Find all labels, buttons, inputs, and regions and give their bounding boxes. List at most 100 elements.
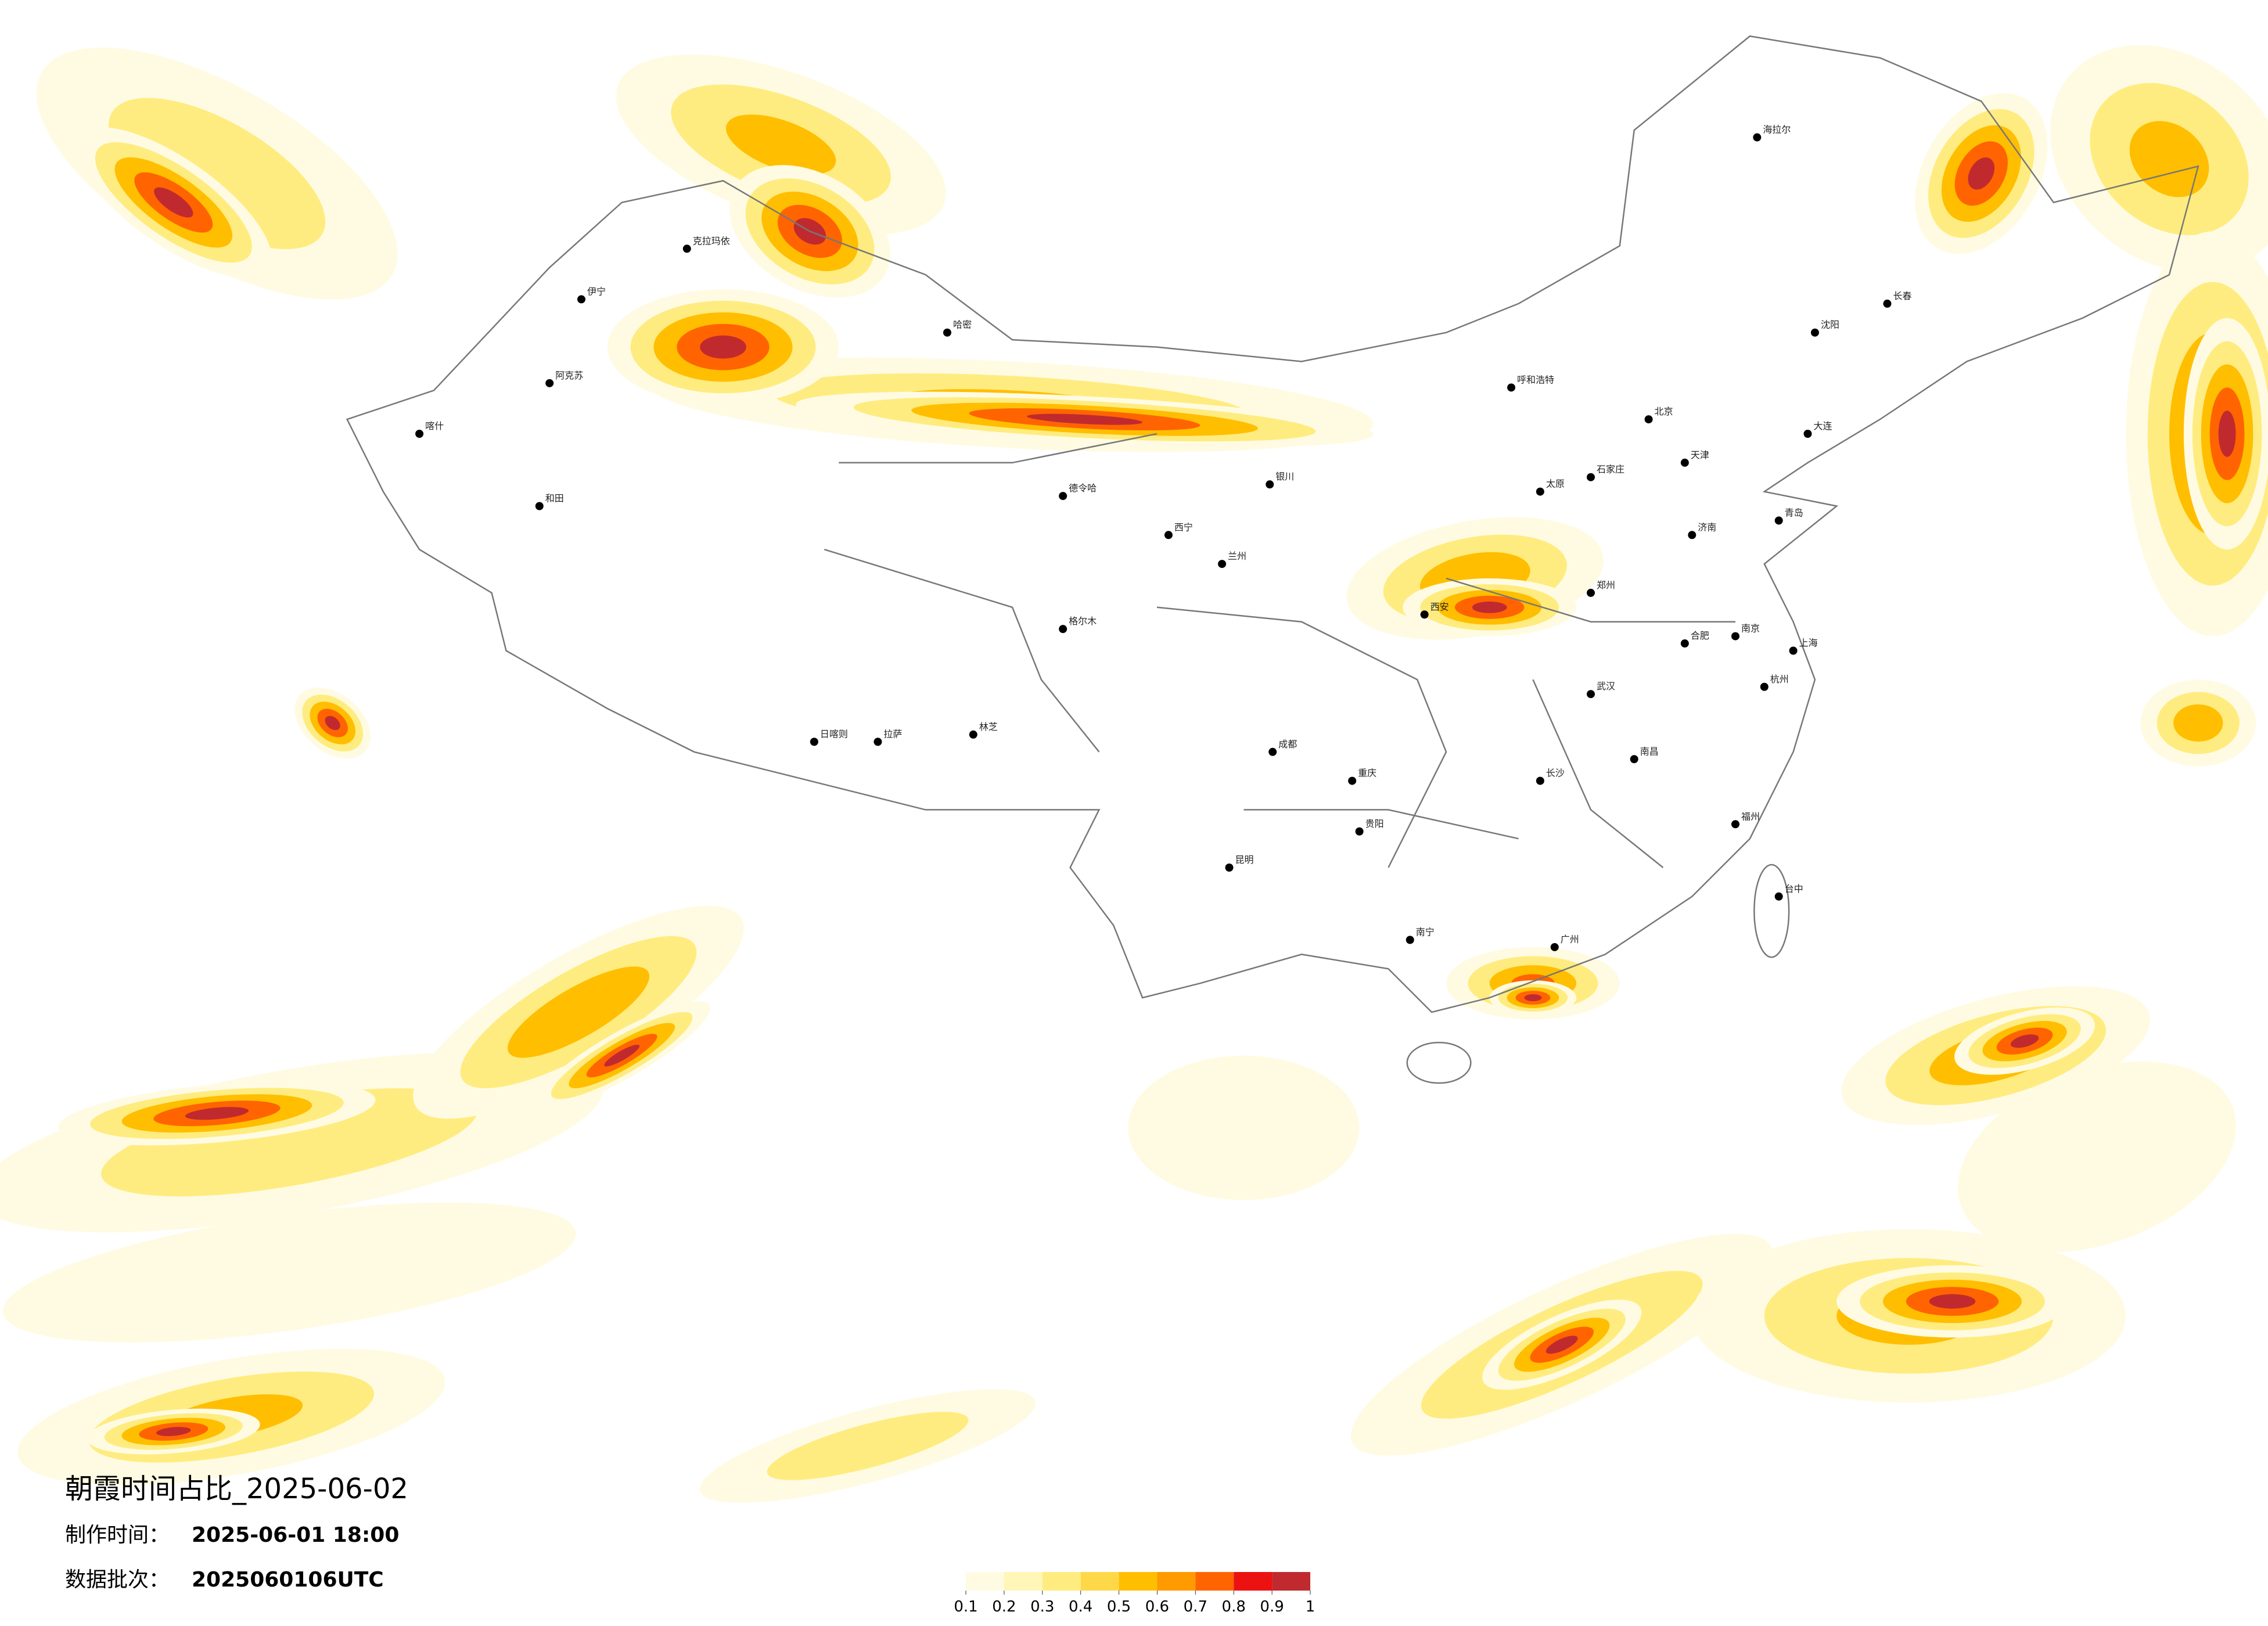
legend-tick-label: 0.6: [1145, 1598, 1169, 1616]
city-dot: [1348, 776, 1357, 785]
hainan: [1406, 1042, 1472, 1084]
cloud-patch: [185, 1107, 249, 1120]
cloud-patch: [108, 98, 326, 250]
city-dot: [1680, 639, 1689, 648]
cloud-patch: [156, 1427, 191, 1436]
city-dot: [1059, 492, 1067, 501]
cloud-patch: [2173, 704, 2223, 742]
cloud-patch: [507, 966, 650, 1058]
cloud-patch: [767, 1412, 969, 1480]
city-dot: [1536, 776, 1544, 785]
legend-tick-label: 0.7: [1184, 1598, 1207, 1616]
city-dot: [1688, 531, 1696, 539]
city-dot: [415, 430, 424, 438]
legend-swatch: [1042, 1572, 1081, 1591]
city-dot: [1587, 588, 1595, 597]
city-dot: [1164, 531, 1173, 539]
cloud-patch: [101, 1088, 477, 1197]
city-dot: [1883, 299, 1892, 308]
city-label: 石家庄: [1597, 464, 1624, 475]
city-dot: [1753, 133, 1762, 142]
city-label: 西安: [1430, 601, 1449, 612]
legend-swatch: [1234, 1572, 1273, 1591]
city-dot: [545, 379, 554, 387]
cloud-patch: [1027, 413, 1142, 425]
legend-swatch: [966, 1572, 1004, 1591]
cloud-patch: [2010, 1034, 2039, 1048]
cloud-patch: [2218, 411, 2236, 457]
cloud-patch: [700, 335, 746, 359]
city-dot: [1355, 827, 1364, 836]
legend-swatch: [1004, 1572, 1043, 1591]
city-label: 克拉玛依: [693, 235, 730, 246]
legend-swatch: [1195, 1572, 1234, 1591]
city-label: 贵阳: [1365, 818, 1384, 829]
city-dot: [1774, 516, 1783, 525]
city-dot: [1059, 625, 1067, 634]
city-dot: [1731, 632, 1739, 641]
city-label: 呼和浩特: [1517, 374, 1554, 385]
city-label: 银川: [1275, 471, 1294, 482]
city-dot: [1774, 892, 1783, 901]
city-label: 福州: [1741, 811, 1760, 822]
city-dot: [1789, 646, 1798, 655]
city-dot: [577, 295, 585, 304]
made-label: 制作时间：: [65, 1523, 170, 1547]
border: [346, 35, 2199, 1013]
city-label: 青岛: [1785, 507, 1803, 518]
city-label: 和田: [545, 493, 564, 504]
city-dot: [1803, 430, 1812, 438]
batch-label: 数据批次：: [65, 1568, 170, 1592]
cloud-patch: [1524, 994, 1542, 1002]
legend-swatch: [1080, 1572, 1119, 1591]
cloud-patch: [1472, 601, 1507, 613]
legend-swatch: [1119, 1572, 1158, 1591]
city-label: 昆明: [1235, 854, 1254, 865]
city-label: 广州: [1561, 934, 1579, 945]
cloud-patch: [154, 187, 193, 218]
cloud-patch: [1968, 157, 1995, 190]
city-label: 太原: [1546, 479, 1565, 490]
city-label: 南京: [1741, 623, 1760, 634]
city-dot: [1680, 458, 1689, 467]
city-label: 林芝: [979, 721, 998, 732]
city-label: 兰州: [1228, 551, 1246, 562]
city-dot: [1550, 942, 1559, 951]
city-dot: [1218, 560, 1227, 569]
country-outline: [346, 35, 2199, 1084]
city-label: 拉萨: [883, 728, 902, 739]
city-label: 长春: [1893, 290, 1911, 301]
city-dot: [1536, 487, 1544, 496]
city-label: 南宁: [1416, 927, 1435, 938]
city-dot: [969, 730, 977, 739]
city-dot: [1266, 480, 1274, 489]
city-dot: [874, 738, 882, 746]
cloud-patch: [1128, 1055, 1360, 1200]
city-label: 济南: [1698, 521, 1716, 533]
city-label: 沈阳: [1821, 319, 1839, 330]
batch: 2025060106UTC: [192, 1568, 384, 1592]
city-dot: [943, 328, 951, 337]
legend-tick-label: 0.5: [1107, 1598, 1131, 1616]
city-dot: [1406, 936, 1414, 944]
city-label: 天津: [1691, 449, 1709, 461]
city-dot: [1420, 610, 1429, 619]
city-label: 重庆: [1358, 768, 1376, 779]
city-dot: [1760, 682, 1769, 691]
city-label: 伊宁: [587, 286, 606, 297]
city-dot: [1810, 328, 1819, 337]
city-label: 成都: [1278, 739, 1297, 750]
city-label: 上海: [1799, 638, 1818, 649]
city-label: 合肥: [1691, 630, 1709, 641]
made-time: 2025-06-01 18:00: [192, 1523, 399, 1547]
city-dot: [1644, 415, 1653, 424]
city-dot: [1587, 473, 1595, 481]
city-dot: [1507, 383, 1516, 392]
cloud-patch: [1929, 1294, 1976, 1309]
city-label: 海拉尔: [1763, 124, 1791, 135]
city-label: 台中: [1785, 883, 1803, 894]
city-dot: [1630, 755, 1638, 764]
city-label: 南昌: [1640, 746, 1659, 757]
city-label: 北京: [1655, 406, 1673, 417]
